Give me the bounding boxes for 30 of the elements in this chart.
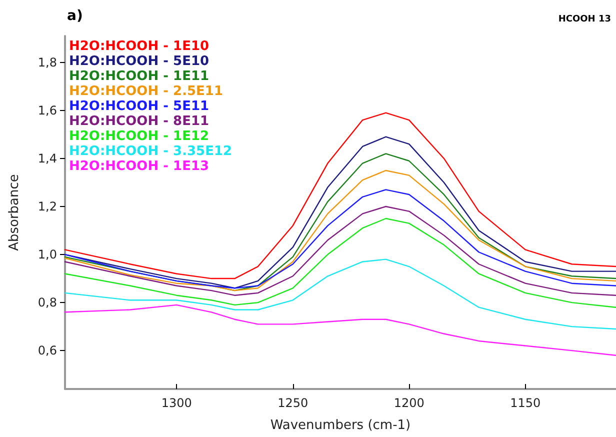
y-tick-label: 1,8 (38, 55, 57, 70)
y-tick-label: 1,0 (38, 248, 57, 262)
line-series (64, 218, 616, 308)
x-tick-label: 1200 (394, 396, 424, 410)
line-series (64, 258, 616, 330)
x-tick-label: 1150 (510, 396, 541, 410)
x-tick-label: 1250 (278, 396, 308, 410)
x-axis-title: Wavenumbers (cm-1) (270, 418, 411, 433)
text: H2O:HCOOH - 1E12 (69, 129, 210, 144)
text: H2O:HCOOH - 5E10 (69, 54, 210, 69)
text: H2O:HCOOH - 5E11 (69, 99, 210, 114)
text: H2O:HCOOH - 3.35E12 (69, 144, 232, 159)
y-tick-label: 1,2 (38, 199, 57, 214)
chart-title: a) (67, 8, 83, 24)
text: H2O:HCOOH - 1E13 (69, 159, 210, 174)
x-tick-label: 1300 (161, 396, 192, 410)
y-tick-label: 1,6 (38, 103, 57, 118)
line-series (64, 112, 616, 280)
y-tick-label: 0,8 (38, 296, 57, 310)
text: H2O:HCOOH - 2.5E11 (69, 84, 224, 99)
y-tick-label: 1,4 (38, 151, 57, 166)
text: H2O:HCOOH - 1E11 (69, 69, 210, 84)
text: H2O:HCOOH - 1E10 (69, 39, 210, 54)
line-series (64, 304, 616, 356)
y-axis-title: Absorbance (7, 174, 22, 251)
y-tick-label: 0,6 (38, 344, 57, 358)
line-series (64, 206, 616, 296)
chart-subtitle: HCOOH 13 (558, 14, 612, 24)
text: H2O:HCOOH - 8E11 (69, 114, 210, 129)
line-series (64, 189, 616, 289)
